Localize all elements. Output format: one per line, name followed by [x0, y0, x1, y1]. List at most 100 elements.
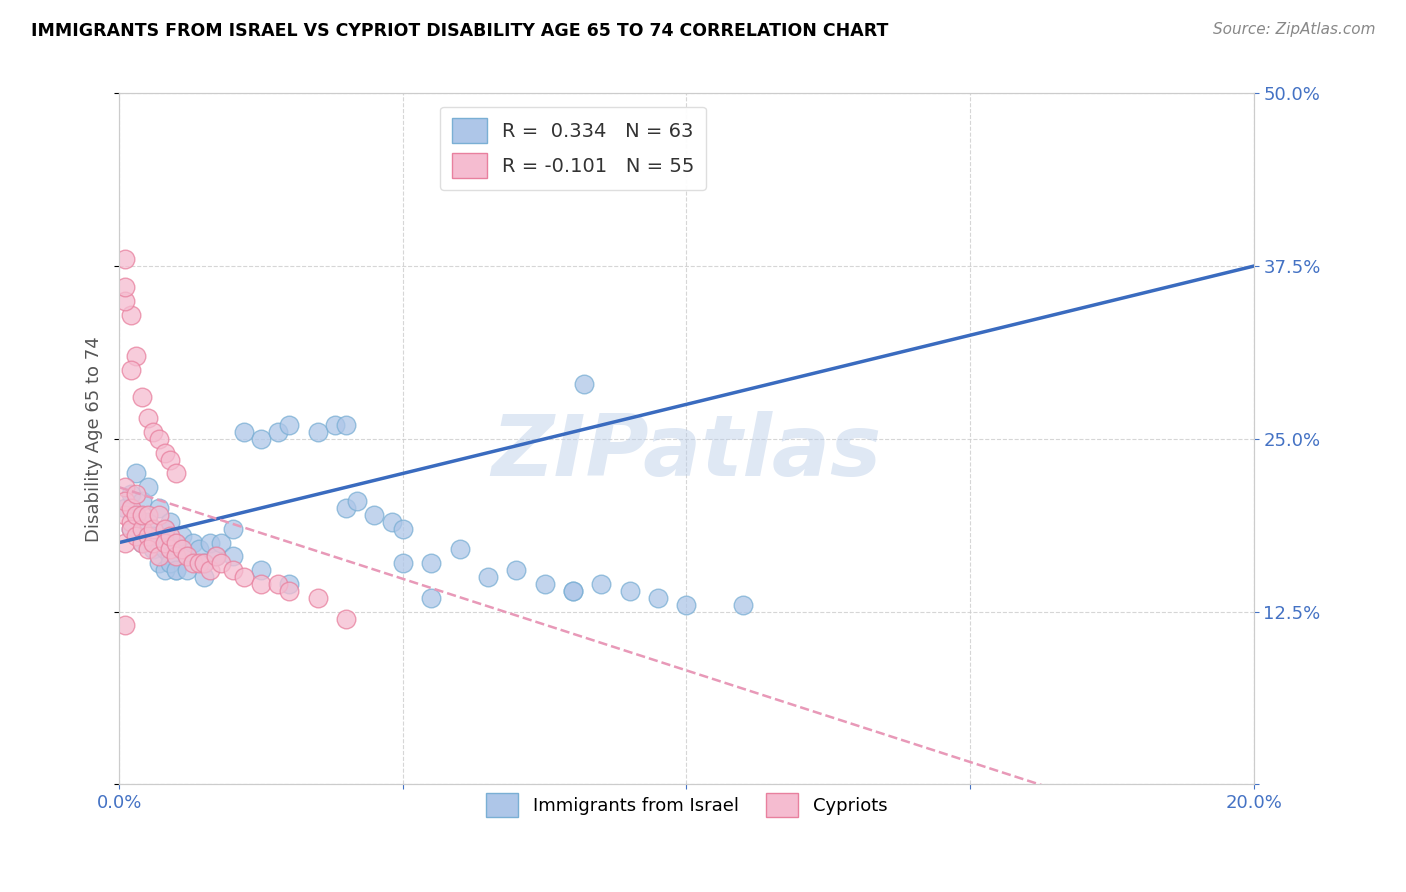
Point — [165, 467, 187, 481]
Point — [392, 556, 415, 570]
Point — [131, 535, 153, 549]
Point — [114, 508, 136, 522]
Point — [153, 563, 176, 577]
Point — [165, 563, 187, 577]
Point — [165, 549, 187, 564]
Point — [159, 528, 181, 542]
Point — [153, 542, 176, 557]
Point — [148, 508, 170, 522]
Point — [120, 501, 142, 516]
Point — [533, 577, 555, 591]
Point — [187, 542, 209, 557]
Point — [159, 549, 181, 564]
Point — [165, 535, 187, 549]
Point — [120, 522, 142, 536]
Point — [114, 494, 136, 508]
Point — [125, 508, 148, 522]
Point — [733, 598, 755, 612]
Point — [233, 570, 256, 584]
Point — [170, 528, 193, 542]
Point — [176, 549, 198, 564]
Point — [562, 583, 585, 598]
Point — [176, 549, 198, 564]
Point — [136, 480, 159, 494]
Text: IMMIGRANTS FROM ISRAEL VS CYPRIOT DISABILITY AGE 65 TO 74 CORRELATION CHART: IMMIGRANTS FROM ISRAEL VS CYPRIOT DISABI… — [31, 22, 889, 40]
Point — [198, 535, 221, 549]
Point — [142, 542, 165, 557]
Point — [131, 494, 153, 508]
Point — [204, 549, 226, 564]
Point — [335, 611, 357, 625]
Point — [222, 549, 245, 564]
Point — [420, 591, 443, 605]
Point — [131, 391, 153, 405]
Point — [165, 535, 187, 549]
Point — [136, 411, 159, 425]
Point — [647, 591, 669, 605]
Point — [619, 583, 641, 598]
Point — [346, 494, 368, 508]
Point — [153, 522, 176, 536]
Point — [159, 452, 181, 467]
Point — [250, 432, 273, 446]
Point — [125, 528, 148, 542]
Point — [153, 535, 176, 549]
Point — [153, 446, 176, 460]
Point — [204, 549, 226, 564]
Point — [125, 467, 148, 481]
Point — [114, 480, 136, 494]
Point — [449, 542, 471, 557]
Point — [335, 418, 357, 433]
Point — [136, 528, 159, 542]
Point — [187, 556, 209, 570]
Point — [170, 542, 193, 557]
Point — [420, 556, 443, 570]
Point — [142, 425, 165, 439]
Point — [136, 508, 159, 522]
Point — [120, 515, 142, 529]
Point — [198, 563, 221, 577]
Point — [181, 556, 204, 570]
Point — [233, 425, 256, 439]
Point — [307, 425, 329, 439]
Point — [193, 556, 215, 570]
Point — [114, 280, 136, 294]
Point — [142, 528, 165, 542]
Point — [125, 487, 148, 501]
Point — [363, 508, 385, 522]
Point — [181, 535, 204, 549]
Point — [114, 252, 136, 267]
Point — [574, 376, 596, 391]
Point — [278, 577, 301, 591]
Point — [250, 577, 273, 591]
Point — [114, 618, 136, 632]
Point — [136, 542, 159, 557]
Point — [142, 535, 165, 549]
Point — [120, 363, 142, 377]
Point — [114, 501, 136, 516]
Point — [222, 563, 245, 577]
Text: ZIPatlas: ZIPatlas — [491, 411, 882, 494]
Point — [125, 349, 148, 363]
Point — [159, 515, 181, 529]
Point — [250, 563, 273, 577]
Point — [153, 522, 176, 536]
Point — [176, 563, 198, 577]
Point — [148, 501, 170, 516]
Point — [335, 501, 357, 516]
Point — [505, 563, 527, 577]
Point — [477, 570, 499, 584]
Point — [323, 418, 346, 433]
Point — [142, 522, 165, 536]
Point — [193, 570, 215, 584]
Point — [120, 487, 142, 501]
Point — [165, 563, 187, 577]
Point — [114, 535, 136, 549]
Point — [120, 522, 142, 536]
Point — [148, 556, 170, 570]
Point — [278, 583, 301, 598]
Y-axis label: Disability Age 65 to 74: Disability Age 65 to 74 — [86, 336, 103, 541]
Point — [209, 556, 232, 570]
Point — [148, 432, 170, 446]
Point — [114, 293, 136, 308]
